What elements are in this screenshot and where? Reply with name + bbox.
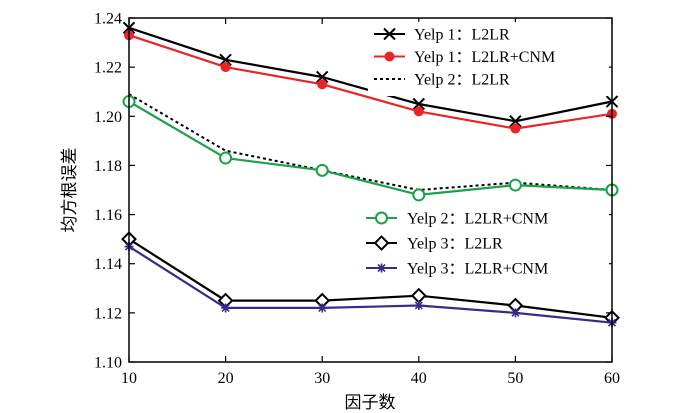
y-tick-label-5: 1.18 bbox=[94, 158, 122, 175]
series-1-point-3 bbox=[315, 70, 329, 84]
series-4-point-3 bbox=[315, 163, 329, 177]
legend-entry-3-label: Yelp 2：L2LR bbox=[414, 72, 510, 89]
legend-entry-3: Yelp 2：L2LR bbox=[374, 72, 510, 89]
y-tick-label-4: 1.16 bbox=[94, 207, 122, 224]
series-2-point-5 bbox=[510, 123, 521, 134]
x-tick-label-5: 50 bbox=[507, 370, 523, 387]
series-4-point-3-shape bbox=[315, 163, 329, 177]
series-4-point-2-shape bbox=[219, 151, 233, 165]
legend-entry-6-label: Yelp 3：L2LR+CNM bbox=[407, 261, 548, 278]
legend-entry-1-marker bbox=[383, 27, 396, 41]
series-3 bbox=[128, 93, 613, 192]
series-5-point-4 bbox=[410, 287, 427, 304]
series-1-point-2-shape bbox=[219, 53, 232, 66]
series-1-point-3-shape bbox=[315, 70, 329, 84]
series-2-point-2-shape bbox=[220, 62, 231, 73]
series-2-point-2 bbox=[220, 62, 231, 73]
series-6-point-2-shape bbox=[221, 303, 231, 313]
series-1-point-4-shape bbox=[412, 97, 426, 111]
legend-entry-2-label: Yelp 1：L2LR+CNM bbox=[414, 49, 555, 66]
series-4-point-5-shape bbox=[508, 178, 522, 192]
x-tick-label-2: 20 bbox=[218, 370, 234, 387]
y-tick-label-6: 1.20 bbox=[94, 109, 122, 126]
legend-entry-6-marker-shape bbox=[377, 263, 386, 273]
series-3-line bbox=[128, 93, 613, 192]
series-4-point-4 bbox=[412, 188, 426, 202]
series-6-point-2 bbox=[221, 303, 231, 313]
x-tick-label-3: 30 bbox=[314, 370, 330, 387]
legend-entry-5: Yelp 3：L2LR bbox=[366, 235, 503, 253]
legend-1: Yelp 1：L2LR Yelp 1：L2LR+CNM Yelp 2：L2LR bbox=[368, 22, 609, 96]
series-6-point-5-shape bbox=[510, 308, 520, 318]
y-tick-label-1: 1.10 bbox=[94, 355, 122, 372]
legend-entry-2-marker bbox=[384, 51, 395, 62]
y-tick-label-2: 1.12 bbox=[94, 305, 122, 322]
legend-entry-1-label: Yelp 1：L2LR bbox=[414, 27, 510, 44]
series-4-point-2 bbox=[219, 151, 233, 165]
legend-entry-4: Yelp 2：L2LR+CNM bbox=[366, 211, 548, 228]
series-6-point-3 bbox=[317, 303, 327, 313]
plot-frame bbox=[128, 17, 613, 363]
legend-entry-1: Yelp 1：L2LR bbox=[374, 27, 510, 44]
series-6-line bbox=[128, 245, 613, 324]
legend-1-background bbox=[368, 22, 609, 96]
x-tick-label-6: 60 bbox=[604, 370, 620, 387]
y-tick-label-8: 1.24 bbox=[94, 11, 122, 28]
series-1-point-5 bbox=[509, 114, 522, 128]
axes-group: 10 20 30 40 50 60 1.10 1.12 1.14 1.16 1.18 1.20 1.22… bbox=[94, 11, 620, 388]
series-2 bbox=[124, 30, 617, 134]
series-2-point-5-shape bbox=[510, 123, 521, 134]
series-1-point-5-shape bbox=[509, 114, 522, 128]
legend-entry-6-marker bbox=[377, 263, 386, 273]
legend-entry-5-marker bbox=[373, 235, 390, 251]
series-6-point-4 bbox=[414, 300, 424, 310]
series-2-point-3 bbox=[317, 79, 328, 90]
series-4-point-4-shape bbox=[412, 188, 426, 202]
x-tick-label-1: 10 bbox=[121, 370, 137, 387]
x-tick-label-4: 40 bbox=[411, 370, 427, 387]
y-axis-title: 均方根误差 bbox=[60, 148, 80, 233]
legend-entry-2: Yelp 1：L2LR+CNM bbox=[374, 49, 555, 66]
y-tick-label-3: 1.14 bbox=[94, 256, 122, 273]
legend-entry-4-label: Yelp 2：L2LR+CNM bbox=[407, 211, 548, 228]
series-6-point-4-shape bbox=[414, 300, 424, 310]
legend-2-background bbox=[358, 203, 609, 283]
series-4-point-5 bbox=[508, 178, 522, 192]
series-5-line bbox=[128, 238, 613, 319]
y-tick-label-7: 1.22 bbox=[94, 60, 122, 77]
series-4-line bbox=[128, 100, 613, 197]
series-1-point-2 bbox=[219, 53, 232, 66]
legend-entry-5-label: Yelp 3：L2LR bbox=[407, 236, 503, 253]
legend-2: Yelp 2：L2LR+CNM Yelp 3：L2LR Yelp 3：L2LR+CN… bbox=[358, 203, 609, 283]
legend-entry-2-marker-shape bbox=[384, 51, 395, 62]
legend-entry-4-marker bbox=[375, 211, 388, 225]
series-2-line bbox=[128, 34, 613, 130]
series-5-point-4-shape bbox=[410, 287, 427, 304]
legend-entry-5-marker-shape bbox=[373, 235, 390, 251]
series-1-point-4 bbox=[412, 97, 426, 111]
legend-entry-4-marker-shape bbox=[375, 211, 388, 225]
series-2-point-4 bbox=[413, 106, 424, 117]
legend-entry-6: Yelp 3：L2LR+CNM bbox=[366, 261, 548, 278]
legend-entry-1-marker-shape bbox=[383, 27, 396, 41]
series-2-point-4-shape bbox=[413, 106, 424, 117]
series-6-point-5 bbox=[510, 308, 520, 318]
series-6-point-3-shape bbox=[317, 303, 327, 313]
series-2-point-3-shape bbox=[317, 79, 328, 90]
x-axis-title: 因子数 bbox=[345, 393, 396, 413]
